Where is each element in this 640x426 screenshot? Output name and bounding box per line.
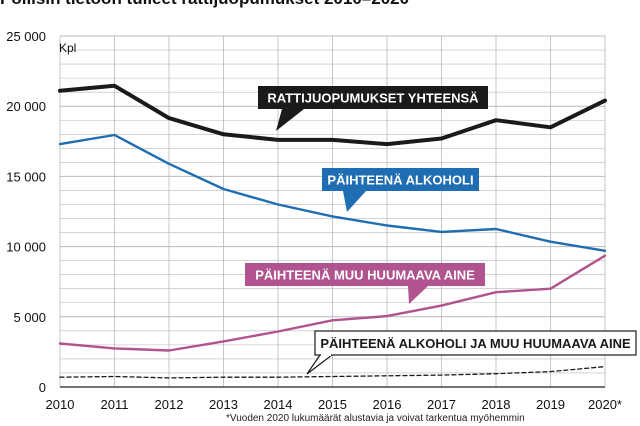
series-line-alcohol-and-drug xyxy=(59,365,606,379)
series-line-alcohol xyxy=(58,133,607,253)
callout-box xyxy=(258,86,488,109)
series-line-total xyxy=(58,83,607,147)
y-tick-label: 15 000 xyxy=(6,169,46,184)
series-label: PÄIHTEENÄ ALKOHOLI xyxy=(327,173,473,188)
callout-drug: PÄIHTEENÄ MUU HUUMAAVA AINE xyxy=(245,263,485,304)
callout-alcohol: PÄIHTEENÄ ALKOHOLI xyxy=(322,168,479,212)
y-tick-label: 25 000 xyxy=(6,29,46,44)
series-callouts: RATTIJUOPUMUKSET YHTEENSÄ PÄIHTEENÄ ALKOH… xyxy=(245,86,637,375)
x-tick-label: 2015 xyxy=(318,397,347,412)
series-lines xyxy=(58,83,607,379)
series-label: PÄIHTEENÄ MUU HUUMAAVA AINE xyxy=(255,268,475,283)
y-axis: 0 5 000 10 000 15 000 20 000 25 000 xyxy=(6,29,46,395)
x-tick-label: 2016 xyxy=(373,397,402,412)
x-tick-label: 2019 xyxy=(536,397,565,412)
chart-title: Poliisin tietoon tulleet rattijuopumukse… xyxy=(0,0,409,9)
callout-total: RATTIJUOPUMUKSET YHTEENSÄ xyxy=(258,86,488,131)
y-tick-label: 5 000 xyxy=(13,310,46,325)
callout-pointer xyxy=(343,191,366,212)
callout-box xyxy=(314,330,637,356)
callout-alcohol-and-drug: PÄIHTEENÄ ALKOHOLI JA MUU HUUMAAVA AINE xyxy=(306,330,637,375)
callout-pointer xyxy=(306,354,334,375)
callout-pointer xyxy=(408,286,428,304)
callout-box xyxy=(245,263,485,286)
x-tick-label: 2017 xyxy=(427,397,456,412)
x-tick-label: 2013 xyxy=(209,397,238,412)
x-tick-label: 2020* xyxy=(588,397,622,412)
x-axis: 2010 2011 2012 2013 2014 2015 2016 2017 2018 2019… xyxy=(46,397,622,412)
callout-pointer xyxy=(276,109,304,131)
callout-box xyxy=(322,168,479,191)
y-tick-label: 10 000 xyxy=(6,240,46,255)
series-line-drug xyxy=(58,254,607,352)
series-label: PÄIHTEENÄ ALKOHOLI JA MUU HUUMAAVA AINE xyxy=(320,336,631,351)
y-tick-label: 20 000 xyxy=(6,99,46,114)
x-tick-label: 2010 xyxy=(46,397,75,412)
x-tick-label: 2012 xyxy=(155,397,184,412)
x-tick-label: 2011 xyxy=(101,397,129,412)
footnote: *Vuoden 2020 lukumäärät alustavia ja voi… xyxy=(226,413,525,424)
y-tick-label: 0 xyxy=(39,380,46,395)
series-label: RATTIJUOPUMUKSET YHTEENSÄ xyxy=(267,91,479,106)
x-tick-label: 2018 xyxy=(482,397,511,412)
y-axis-unit-label: Kpl xyxy=(59,41,76,55)
x-tick-label: 2014 xyxy=(264,397,293,412)
